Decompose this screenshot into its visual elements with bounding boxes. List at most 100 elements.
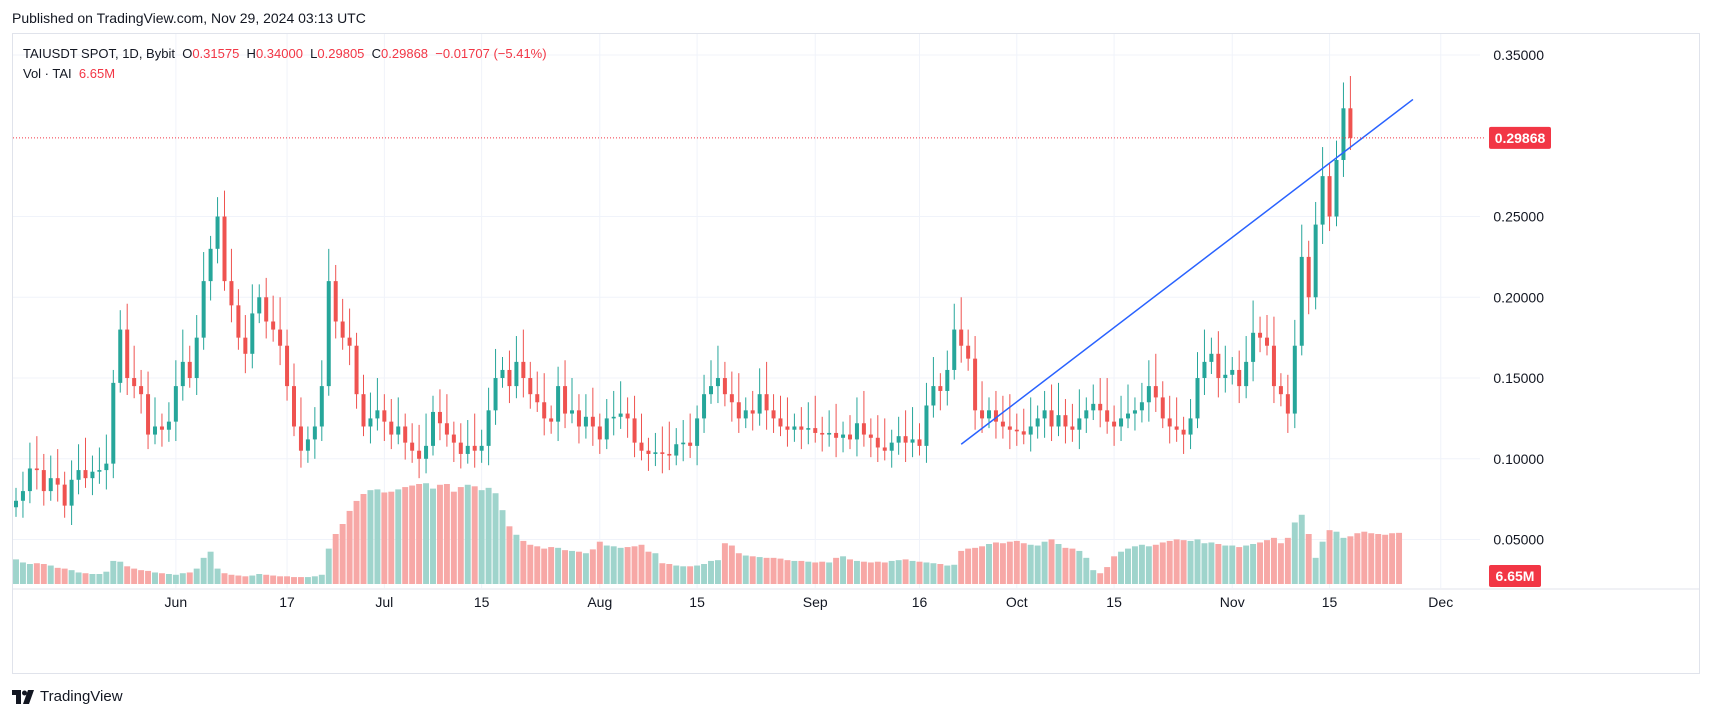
candle-body [729, 394, 734, 403]
chart-legend: TAIUSDT SPOT, 1D, Bybit O0.31575 H0.3400… [23, 44, 547, 84]
y-axis-label: 0.10000 [1493, 451, 1544, 467]
volume-bar [1243, 545, 1250, 584]
volume-bar [1020, 543, 1027, 584]
volume-bar [131, 568, 138, 584]
volume-bar [555, 547, 562, 584]
volume-bar [1097, 573, 1104, 584]
volume-bar [673, 565, 680, 584]
volume-bar [1270, 537, 1277, 584]
volume-bar [311, 576, 318, 584]
candle-body [1188, 418, 1193, 435]
volume-bar [304, 577, 311, 584]
volume-bar [1375, 534, 1382, 584]
candle-body [813, 428, 818, 433]
candle-body [736, 402, 741, 419]
candle-body [709, 386, 713, 395]
candle-body [1271, 345, 1276, 387]
y-axis-label: 0.05000 [1493, 532, 1544, 548]
candle-body [1167, 418, 1172, 427]
candle-body [917, 439, 922, 446]
volume-bar [186, 572, 193, 584]
volume-bar [1333, 531, 1340, 584]
volume-bar [110, 560, 117, 584]
volume-bar [1382, 534, 1389, 584]
candle-body [222, 216, 227, 282]
candle-body [625, 413, 630, 419]
volume-bar [610, 546, 617, 584]
volume-bar [214, 568, 221, 584]
candle-body [1000, 421, 1005, 427]
volume-bar [1389, 533, 1396, 584]
candle-body [1341, 108, 1346, 160]
candle-body [354, 345, 359, 395]
candle-body [118, 329, 123, 383]
last-price-label: 0.29868 [1495, 130, 1546, 146]
candle-body [479, 445, 484, 451]
candle-body [173, 386, 178, 422]
candle-body [1265, 337, 1269, 346]
volume-bar [569, 550, 575, 584]
volume-bar [1173, 539, 1180, 584]
candle-body [764, 394, 769, 411]
volume-bar [381, 492, 388, 584]
volume-bar [1145, 546, 1152, 584]
volume-bar [1208, 542, 1215, 584]
candle-body [1049, 410, 1054, 427]
candle-body [507, 369, 512, 387]
volume-bar [40, 564, 47, 584]
candle-body [111, 382, 116, 464]
volume-bar [1354, 533, 1361, 584]
volume-bar [138, 570, 145, 584]
volume-bar [652, 553, 659, 584]
x-axis-label: 17 [279, 594, 295, 610]
volume-bar [228, 574, 235, 584]
volume-bar [270, 575, 277, 584]
volume-bar [1368, 533, 1375, 584]
published-caption: Published on TradingView.com, Nov 29, 20… [12, 10, 366, 26]
volume-bar [1152, 544, 1159, 584]
volume-bar [207, 551, 214, 584]
candle-body [987, 410, 991, 419]
volume-bar [277, 576, 284, 584]
candle-body [604, 418, 609, 440]
volume-bar [923, 562, 930, 584]
volume-bar [193, 568, 200, 584]
candle-body [396, 426, 401, 435]
candle-body [1063, 415, 1068, 427]
volume-bar [1326, 530, 1333, 584]
volume-bar [638, 544, 645, 584]
chart-frame [12, 33, 1700, 674]
tradingview-brand[interactable]: TradingView [12, 688, 123, 705]
candle-body [1285, 394, 1290, 414]
volume-bar [402, 487, 409, 584]
volume-bar [728, 545, 735, 584]
volume-bar [332, 534, 339, 584]
volume-bar [1257, 542, 1264, 584]
candle-body [750, 410, 755, 414]
volume-bar [763, 557, 770, 584]
candle-body [271, 321, 276, 330]
candle-body [250, 313, 255, 354]
volume-bar [13, 559, 19, 584]
candle-body [660, 452, 665, 454]
candle-body [180, 361, 185, 387]
x-axis-label: 16 [912, 594, 928, 610]
volume-bar [54, 567, 61, 584]
volume-bar [1305, 534, 1312, 584]
volume-bar [867, 562, 874, 584]
candle-body [1306, 256, 1311, 298]
candle-body [1146, 386, 1151, 403]
volume-bar [659, 563, 666, 584]
candle-body [1230, 369, 1235, 375]
candle-body [472, 445, 477, 451]
candle-body [1160, 397, 1165, 419]
candle-body [563, 386, 568, 414]
volume-bar [1340, 537, 1347, 584]
candle-body [236, 305, 241, 338]
candle-body [757, 394, 762, 414]
volume-bar [1138, 544, 1145, 584]
candle-body [583, 416, 588, 427]
candle-body [549, 418, 554, 422]
volume-bar [541, 548, 548, 584]
